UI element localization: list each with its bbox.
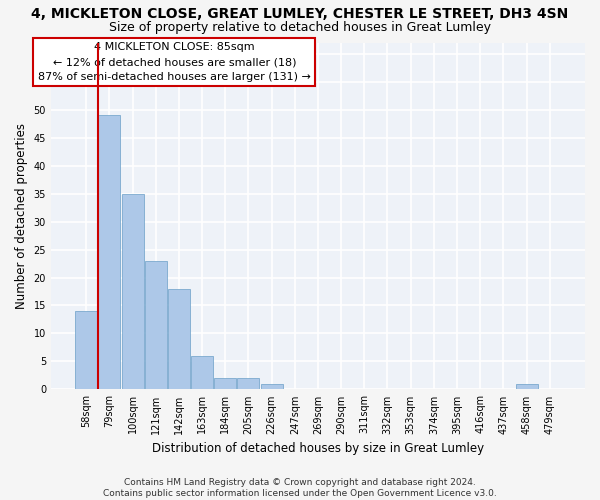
Bar [122,194,143,390]
Bar [515,384,538,390]
Bar [238,378,259,390]
Text: Size of property relative to detached houses in Great Lumley: Size of property relative to detached ho… [109,21,491,34]
Bar [75,311,97,390]
Text: 4, MICKLETON CLOSE, GREAT LUMLEY, CHESTER LE STREET, DH3 4SN: 4, MICKLETON CLOSE, GREAT LUMLEY, CHESTE… [31,8,569,22]
X-axis label: Distribution of detached houses by size in Great Lumley: Distribution of detached houses by size … [152,442,484,455]
Text: 4 MICKLETON CLOSE: 85sqm
← 12% of detached houses are smaller (18)
87% of semi-d: 4 MICKLETON CLOSE: 85sqm ← 12% of detach… [38,42,311,82]
Bar [260,384,283,390]
Bar [168,288,190,390]
Text: Contains HM Land Registry data © Crown copyright and database right 2024.
Contai: Contains HM Land Registry data © Crown c… [103,478,497,498]
Bar [98,115,121,390]
Bar [145,260,167,390]
Y-axis label: Number of detached properties: Number of detached properties [15,123,28,309]
Bar [214,378,236,390]
Bar [191,356,213,390]
